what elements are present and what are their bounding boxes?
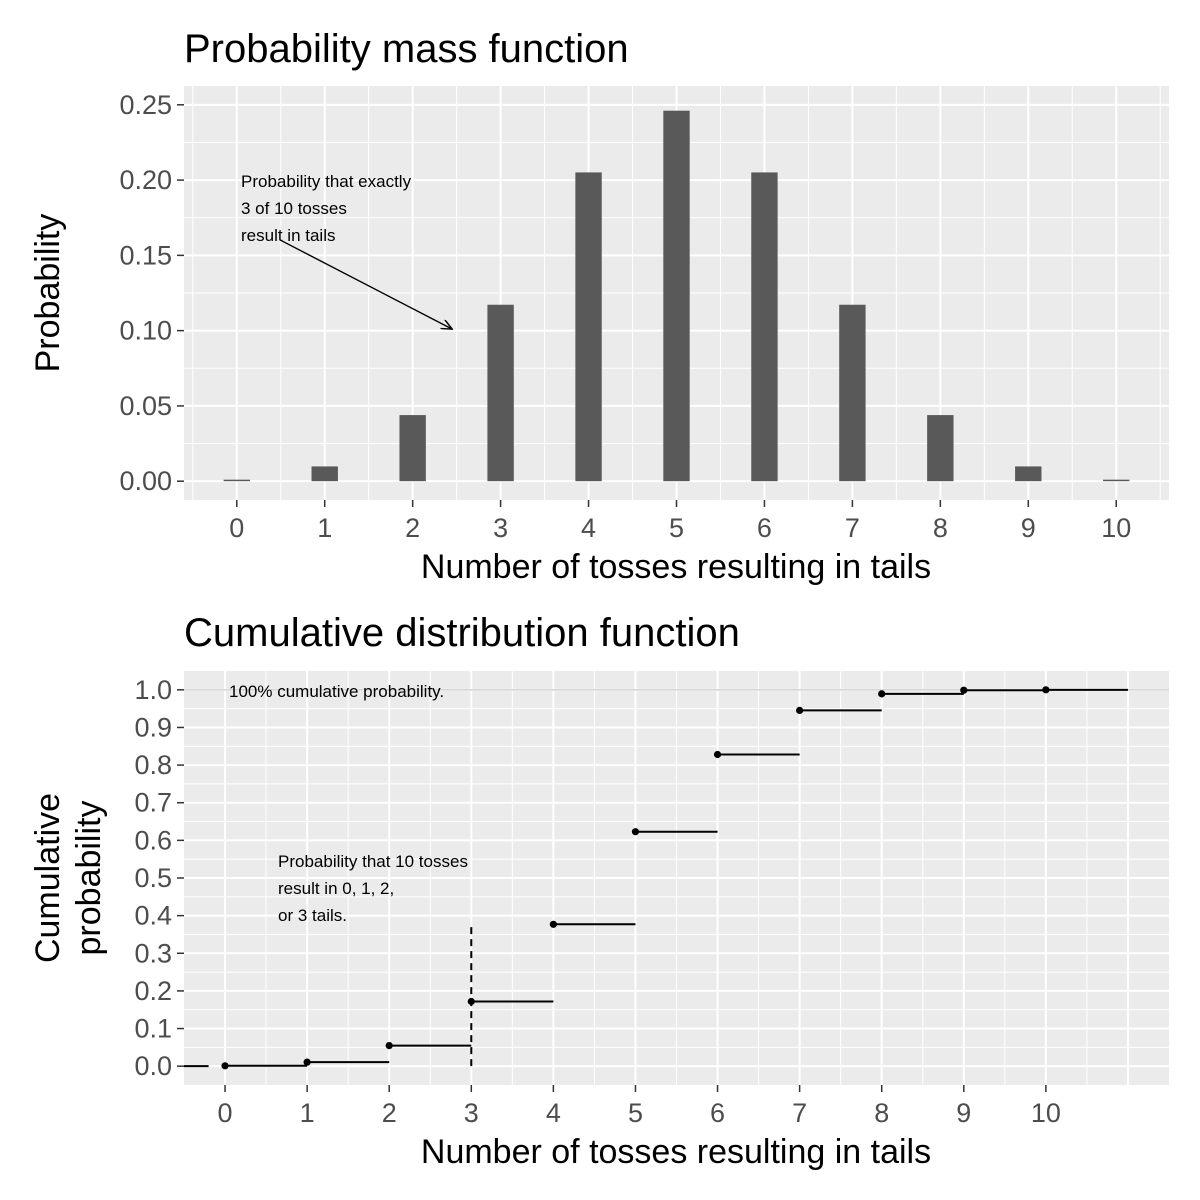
pmf-annotation-line-3: result in tails	[241, 226, 335, 245]
pmf-x-axis: 0 1 2 3 4 5 6 7 8 9 10	[229, 500, 1131, 543]
cdf-y-axis-title-line-2: probability	[70, 801, 108, 956]
cdf-point	[796, 706, 804, 715]
cdf-x-tick-label: 10	[1031, 1098, 1061, 1128]
pmf-annotation-line-2: 3 of 10 tosses	[241, 199, 347, 218]
pmf-y-tick-label: 0.10	[119, 316, 172, 346]
cdf-annotations: 100% cumulative probability. Probability…	[229, 682, 468, 925]
pmf-x-axis-title: Number of tosses resulting in tails	[421, 548, 931, 586]
pmf-bar	[575, 172, 602, 482]
pmf-chart: Probability mass function 0.000.050.100.…	[29, 27, 1169, 586]
cdf-x-tick-label: 1	[300, 1098, 315, 1128]
pmf-y-tick-label: 0.20	[119, 165, 172, 195]
pmf-x-tick-label: 7	[845, 513, 860, 543]
pmf-bars	[223, 110, 1130, 482]
pmf-y-axis-title: Probability	[29, 214, 67, 373]
cdf-y-tick-label: 0.7	[134, 788, 172, 818]
cdf-annotation-full: 100% cumulative probability.	[229, 682, 444, 701]
cdf-y-tick-label: 0.6	[134, 825, 172, 855]
pmf-annotation-line-1: Probability that exactly	[241, 172, 412, 191]
pmf-y-axis: 0.00 0.05 0.10 0.15 0.20 0.25	[119, 90, 184, 496]
cdf-point	[549, 920, 557, 928]
cdf-y-tick-label: 0.5	[134, 863, 172, 893]
cdf-x-tick-label: 8	[874, 1098, 889, 1128]
pmf-y-tick-label: 0.25	[119, 90, 172, 120]
cdf-point	[631, 828, 640, 836]
cdf-y-tick-label: 0.0	[134, 1051, 172, 1081]
cdf-point	[221, 1062, 229, 1070]
cdf-y-tick-label: 0.4	[134, 901, 172, 931]
cdf-steps	[184, 686, 1169, 1070]
cdf-annotation-line-2: result in 0, 1, 2,	[278, 879, 394, 898]
pmf-bar	[487, 304, 514, 482]
pmf-annotation: Probability that exactly 3 of 10 tosses …	[241, 172, 452, 329]
cdf-point	[878, 690, 886, 698]
pmf-y-tick-label: 0.00	[119, 466, 172, 496]
pmf-bar	[663, 110, 690, 482]
cdf-annotation-line-3: or 3 tails.	[278, 906, 347, 925]
cdf-y-tick-label: 0.9	[134, 712, 172, 742]
pmf-title: Probability mass function	[184, 27, 629, 71]
pmf-y-tick-label: 0.05	[119, 391, 172, 421]
cdf-point	[1042, 686, 1050, 694]
pmf-x-tick-label: 5	[669, 513, 684, 543]
pmf-y-tick-label: 0.15	[119, 240, 172, 270]
cdf-chart: Cumulative distribution function 0.00.10…	[29, 611, 1169, 1171]
cdf-x-tick-label: 5	[628, 1098, 643, 1128]
cdf-title: Cumulative distribution function	[184, 611, 740, 655]
cdf-point	[713, 750, 722, 759]
cdf-x-tick-label: 9	[956, 1098, 971, 1128]
cdf-y-axis-title: Cumulative probability	[29, 793, 108, 963]
cdf-x-tick-label: 6	[710, 1098, 725, 1128]
pmf-x-tick-label: 6	[757, 513, 772, 543]
cdf-point	[385, 1041, 393, 1050]
pmf-bar	[311, 466, 338, 482]
cdf-y-tick-label: 0.2	[134, 976, 172, 1006]
cdf-x-tick-label: 0	[218, 1098, 233, 1128]
pmf-bar	[1015, 466, 1042, 482]
cdf-x-tick-label: 4	[546, 1098, 561, 1128]
cdf-x-tick-label: 2	[382, 1098, 397, 1128]
cdf-y-axis-title-line-1: Cumulative	[29, 793, 67, 963]
pmf-bar	[751, 172, 778, 482]
pmf-annotation-arrow	[280, 239, 452, 329]
pmf-x-tick-label: 0	[229, 513, 244, 543]
pmf-x-tick-label: 9	[1021, 513, 1036, 543]
pmf-x-tick-label: 1	[317, 513, 332, 543]
cdf-point	[303, 1058, 311, 1066]
pmf-x-tick-label: 10	[1101, 513, 1131, 543]
cdf-y-tick-label: 0.3	[134, 938, 172, 968]
pmf-bar	[223, 479, 250, 482]
pmf-bar	[1103, 479, 1130, 482]
pmf-bar	[927, 415, 954, 482]
cdf-point	[960, 686, 968, 694]
cdf-y-axis: 0.0 0.1 0.2 0.3 0.4 0.5 0.6 0.7 0.8 0.9 1.0	[134, 675, 184, 1081]
cdf-x-tick-label: 3	[464, 1098, 479, 1128]
pmf-x-tick-label: 2	[405, 513, 420, 543]
cdf-x-axis-title: Number of tosses resulting in tails	[421, 1133, 931, 1171]
pmf-x-tick-label: 3	[493, 513, 508, 543]
pmf-x-tick-label: 4	[581, 513, 596, 543]
cdf-y-tick-label: 0.1	[134, 1014, 172, 1044]
cdf-x-axis: 0 1 2 3 4 5 6 7 8 9 10	[218, 1085, 1061, 1128]
cdf-y-tick-label: 1.0	[134, 675, 172, 705]
pmf-x-tick-label: 8	[933, 513, 948, 543]
cdf-x-tick-label: 7	[792, 1098, 807, 1128]
pmf-bar	[399, 415, 426, 482]
pmf-bar	[839, 304, 866, 482]
cdf-annotation-line-1: Probability that 10 tosses	[278, 852, 468, 871]
cdf-y-tick-label: 0.8	[134, 750, 172, 780]
